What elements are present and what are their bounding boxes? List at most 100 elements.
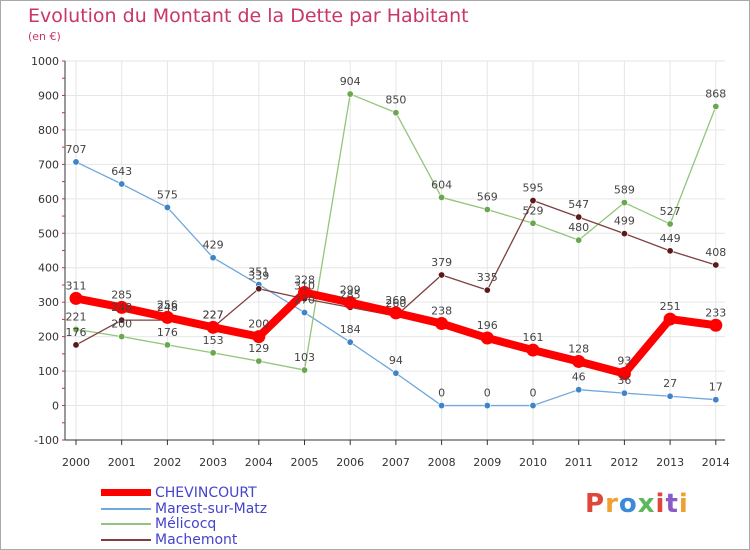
data-point	[575, 236, 583, 244]
data-label: 17	[709, 381, 723, 394]
data-label: 379	[431, 256, 452, 269]
x-tick-label: 2005	[291, 456, 319, 469]
data-point	[209, 254, 217, 262]
x-tick-label: 2006	[336, 456, 364, 469]
legend-item: CHEVINCOURT	[101, 484, 257, 501]
x-tick-label: 2000	[62, 456, 90, 469]
data-label: 176	[157, 326, 178, 339]
data-label: 161	[523, 331, 544, 344]
x-tick-label: 2012	[610, 456, 638, 469]
data-label: 46	[572, 371, 586, 384]
data-label: 93	[617, 355, 631, 368]
data-label: 221	[66, 310, 87, 323]
data-point	[118, 180, 126, 188]
data-label: 595	[523, 182, 544, 195]
data-point	[72, 325, 80, 333]
data-label: 311	[66, 279, 87, 292]
data-label: 233	[705, 306, 726, 319]
data-label: 335	[477, 271, 498, 284]
data-label: 128	[568, 342, 589, 355]
data-point	[666, 220, 674, 228]
x-tick-label: 2010	[519, 456, 547, 469]
data-point	[438, 271, 446, 279]
legend-label: Machemont	[155, 531, 238, 548]
data-label: 270	[294, 294, 315, 307]
data-point	[529, 197, 537, 205]
y-tick-label: 800	[38, 124, 59, 137]
legend-label: Mélicocq	[155, 515, 217, 532]
data-point	[709, 318, 723, 332]
data-label: 643	[111, 165, 132, 178]
data-label: 227	[203, 308, 224, 321]
y-tick-label: 500	[38, 227, 59, 240]
y-tick-label: 900	[38, 89, 59, 102]
data-point	[617, 367, 631, 381]
y-tick-label: 700	[38, 158, 59, 171]
data-label: 499	[614, 215, 635, 228]
data-label: 707	[66, 143, 87, 156]
data-label: 200	[248, 318, 269, 331]
data-label: 94	[389, 354, 403, 367]
data-label: 248	[157, 301, 178, 314]
data-label: 351	[248, 266, 269, 279]
legend-swatch	[101, 538, 151, 541]
data-point	[392, 369, 400, 377]
data-point	[438, 402, 446, 410]
data-point	[435, 317, 449, 331]
data-label: 449	[660, 232, 681, 245]
data-label: 103	[294, 351, 315, 364]
data-label: 904	[340, 75, 361, 88]
legend-item: Machemont	[101, 531, 238, 548]
x-tick-label: 2013	[656, 456, 684, 469]
data-point	[72, 341, 80, 349]
data-point	[483, 286, 491, 294]
y-tick-label: 300	[38, 296, 59, 309]
data-label: 0	[530, 387, 537, 400]
data-label: 429	[203, 239, 224, 252]
legend-swatch	[101, 507, 151, 510]
data-label: 569	[477, 190, 498, 203]
data-point	[712, 102, 720, 110]
data-point	[343, 296, 357, 310]
data-point	[438, 193, 446, 201]
data-point	[72, 158, 80, 166]
x-tick-label: 2008	[428, 456, 456, 469]
chart-unit: (en €)	[28, 30, 61, 43]
y-tick-label: 600	[38, 193, 59, 206]
legend-swatch	[101, 489, 151, 496]
data-label: 153	[203, 334, 224, 347]
data-label: 248	[111, 301, 132, 314]
data-point	[69, 291, 83, 305]
chart-title: Evolution du Montant de la Dette par Hab…	[28, 5, 469, 27]
legend-item: Mélicocq	[101, 515, 217, 532]
data-point	[300, 366, 308, 374]
data-label: 184	[340, 323, 361, 336]
data-label: 589	[614, 184, 635, 197]
legend-label: CHEVINCOURT	[155, 484, 257, 501]
data-point	[620, 199, 628, 207]
data-point	[163, 341, 171, 349]
data-label: 27	[663, 377, 677, 390]
data-point	[666, 392, 674, 400]
legend-swatch	[101, 522, 151, 525]
data-point	[712, 261, 720, 269]
data-point	[160, 310, 174, 324]
data-label: 527	[660, 205, 681, 218]
data-label: 547	[568, 198, 589, 211]
y-tick-label: 100	[38, 365, 59, 378]
x-tick-label: 2003	[199, 456, 227, 469]
data-point	[346, 90, 354, 98]
data-point	[529, 402, 537, 410]
data-label: 269	[385, 294, 406, 307]
data-point	[392, 109, 400, 117]
data-label: 238	[431, 305, 452, 318]
data-label: 408	[705, 246, 726, 259]
data-point	[298, 286, 311, 300]
data-point	[712, 396, 720, 404]
data-label: 200	[111, 318, 132, 331]
legend-item: Marest-sur-Matz	[101, 501, 267, 517]
data-point	[575, 213, 583, 221]
data-label: 575	[157, 188, 178, 201]
